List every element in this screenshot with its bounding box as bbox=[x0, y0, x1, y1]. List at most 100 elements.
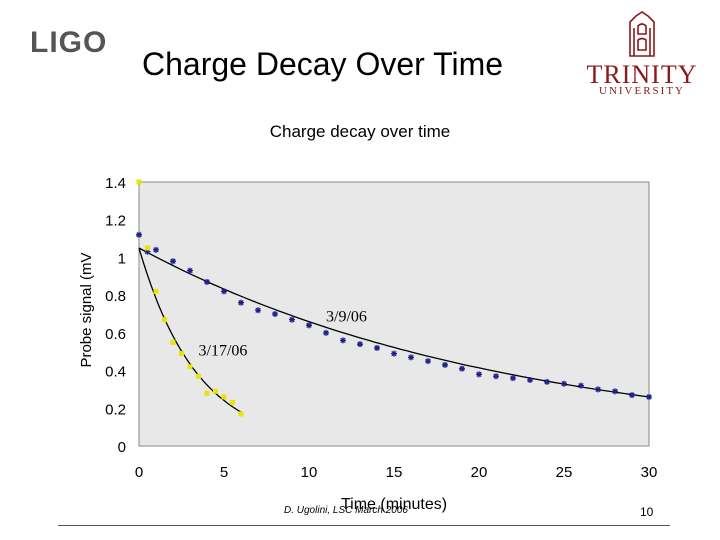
data-point bbox=[442, 361, 448, 368]
data-point bbox=[162, 317, 167, 323]
star-marker bbox=[544, 378, 550, 385]
star-marker bbox=[272, 311, 278, 317]
data-point bbox=[187, 267, 193, 274]
data-point bbox=[612, 388, 618, 395]
star-marker bbox=[629, 392, 635, 399]
star-marker bbox=[459, 365, 465, 372]
x-tick-label: 25 bbox=[556, 464, 573, 481]
ligo-logo: LIGO bbox=[30, 26, 107, 58]
trinity-logo-sub: UNIVERSITY bbox=[599, 85, 685, 97]
y-tick-labels: 0 0.2 0.4 0.6 0.8 1 1.2 1.4 bbox=[105, 175, 126, 456]
ligo-logo-text: LIGO bbox=[30, 26, 107, 58]
y-axis-label: Probe signal (mV bbox=[78, 252, 95, 367]
star-marker bbox=[144, 248, 151, 255]
footer-divider bbox=[58, 525, 670, 526]
x-tick-label: 20 bbox=[471, 464, 488, 481]
footer-credit: D. Ugolini, LSC March 2006 bbox=[284, 505, 408, 516]
star-marker bbox=[136, 231, 142, 238]
data-point bbox=[196, 373, 201, 379]
star-marker bbox=[323, 329, 329, 336]
data-point bbox=[340, 337, 346, 344]
star-marker bbox=[238, 299, 244, 306]
annotations: 3/9/06 3/17/06 bbox=[199, 309, 367, 360]
data-point bbox=[544, 378, 550, 385]
star-marker bbox=[357, 341, 363, 348]
y-tick-label: 0.4 bbox=[105, 364, 126, 381]
star-marker bbox=[255, 307, 261, 314]
y-tick-label: 0 bbox=[118, 439, 126, 456]
star-marker bbox=[527, 377, 533, 383]
star-marker bbox=[170, 258, 176, 265]
x-tick-label: 0 bbox=[135, 464, 143, 481]
y-tick-label: 1 bbox=[118, 250, 126, 267]
x-tick-label: 15 bbox=[386, 464, 403, 481]
data-points bbox=[136, 179, 652, 417]
star-marker bbox=[340, 337, 346, 344]
data-point bbox=[272, 311, 278, 317]
data-point bbox=[179, 351, 184, 357]
data-point bbox=[204, 390, 210, 396]
data-point bbox=[153, 288, 159, 294]
y-tick-label: 0.6 bbox=[105, 326, 126, 343]
series-annotation: 3/9/06 bbox=[326, 309, 367, 326]
data-point bbox=[476, 371, 482, 378]
data-point bbox=[408, 354, 414, 361]
data-point bbox=[425, 358, 431, 365]
data-point bbox=[221, 394, 227, 400]
data-point bbox=[230, 400, 235, 406]
data-point bbox=[170, 339, 176, 345]
x-tick-label: 10 bbox=[301, 464, 318, 481]
star-marker bbox=[425, 358, 431, 365]
tower-icon bbox=[629, 11, 655, 57]
star-marker bbox=[153, 246, 159, 253]
data-point bbox=[187, 364, 193, 370]
data-point bbox=[374, 344, 380, 351]
star-marker bbox=[561, 380, 567, 387]
star-marker bbox=[595, 386, 601, 393]
data-point bbox=[493, 373, 499, 380]
plot-area bbox=[138, 181, 650, 447]
data-point bbox=[510, 375, 516, 382]
trinity-logo-name: TRINITY bbox=[586, 60, 698, 89]
x-tick-labels: 0 5 10 15 20 25 30 bbox=[135, 464, 658, 481]
y-tick-label: 0.8 bbox=[105, 288, 126, 305]
data-point bbox=[459, 365, 465, 372]
y-tick-label: 0.2 bbox=[105, 401, 126, 418]
y-tick-label: 1.4 bbox=[105, 175, 126, 192]
data-point bbox=[306, 322, 312, 329]
data-point bbox=[153, 246, 159, 253]
data-point bbox=[136, 179, 142, 185]
series-annotation: 3/17/06 bbox=[199, 342, 248, 359]
data-point bbox=[204, 278, 210, 285]
x-tick-label: 30 bbox=[641, 464, 658, 481]
data-point bbox=[646, 393, 652, 400]
x-axis-label: Time (minutes) bbox=[341, 496, 447, 513]
star-marker bbox=[221, 288, 227, 295]
data-point bbox=[629, 392, 635, 399]
star-marker bbox=[374, 344, 380, 351]
y-tick-label: 1.2 bbox=[105, 213, 126, 230]
page-number: 10 bbox=[640, 505, 654, 519]
star-marker bbox=[187, 267, 193, 274]
star-marker bbox=[493, 373, 499, 380]
trinity-logo: TRINITY UNIVERSITY bbox=[578, 10, 706, 97]
star-marker bbox=[442, 361, 448, 368]
data-point bbox=[170, 258, 176, 265]
chart-title: Charge decay over time bbox=[269, 122, 451, 141]
data-point bbox=[323, 329, 329, 336]
data-point bbox=[357, 341, 363, 348]
star-marker bbox=[646, 393, 652, 400]
data-point bbox=[145, 245, 150, 251]
data-point bbox=[144, 248, 151, 255]
star-marker bbox=[578, 382, 584, 389]
star-marker bbox=[289, 316, 295, 323]
data-point bbox=[213, 388, 218, 394]
star-marker bbox=[476, 371, 482, 378]
star-marker bbox=[306, 322, 312, 329]
star-marker bbox=[408, 354, 414, 361]
data-point bbox=[391, 350, 397, 357]
data-point bbox=[289, 316, 295, 323]
star-marker bbox=[612, 388, 618, 395]
data-point bbox=[561, 380, 567, 387]
